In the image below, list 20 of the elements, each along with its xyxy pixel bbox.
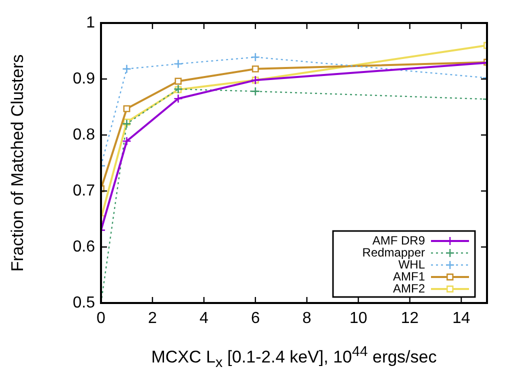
x-tick-label: 10 (349, 310, 368, 328)
y-axis-title: Fraction of Matched Clusters (8, 54, 27, 272)
x-tick-label: 14 (452, 310, 470, 328)
x-tick-label: 4 (199, 310, 208, 328)
y-tick-label: 0.7 (72, 182, 96, 200)
y-tick-label: 0.9 (72, 70, 96, 88)
y-tick-label: 0.8 (72, 126, 96, 144)
x-tick-label: 12 (400, 310, 419, 328)
legend-label: AMF DR9 (372, 233, 426, 248)
y-tick-label: 0.6 (72, 238, 96, 256)
legend-label: AMF2 (392, 281, 426, 296)
x-tick-label: 2 (148, 310, 158, 328)
y-tick-label: 1 (86, 14, 96, 32)
x-tick-label: 6 (250, 310, 260, 328)
legend-label: AMF1 (392, 269, 426, 284)
y-tick-label: 0.5 (72, 294, 96, 312)
x-tick-label: 8 (302, 310, 312, 328)
x-axis-title: MCXC L$_{x}$ [0.1-2.4 keV], 10$^{44}$ ergs/sec (150, 344, 438, 372)
x-tick-label: 0 (96, 310, 106, 328)
legend-label: Redmapper (362, 245, 425, 260)
